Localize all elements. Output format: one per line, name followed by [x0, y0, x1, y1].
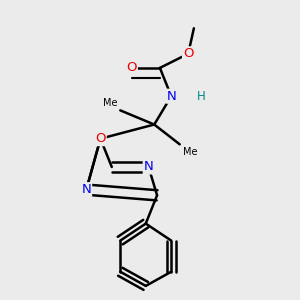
Text: H: H [197, 90, 206, 103]
Text: N: N [81, 183, 91, 196]
Text: N: N [144, 160, 154, 173]
Text: Me: Me [183, 147, 197, 157]
Text: O: O [126, 61, 137, 74]
Text: N: N [167, 90, 176, 103]
Text: O: O [95, 132, 106, 145]
Text: Me: Me [103, 98, 117, 107]
Text: O: O [183, 47, 194, 60]
